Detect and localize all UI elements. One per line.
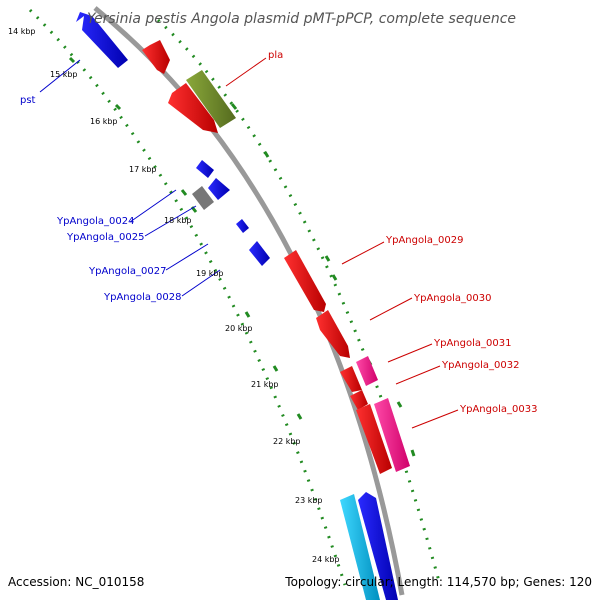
tick-17kbp: 17 kbp [129,165,157,174]
tick-15kbp: 15 kbp [50,70,78,79]
label-pla[interactable]: pla [268,50,283,61]
gene-ypangola-0031[interactable] [356,356,378,386]
gene-pla[interactable] [186,70,236,128]
tick-16kbp: 16 kbp [90,117,118,126]
gene-cyan-23kbp[interactable] [340,494,380,600]
inner-gc-dotted-track [28,8,347,586]
map-title: Yersinia pestis Angola plasmid pMT-pPCP,… [87,11,516,27]
tick-23kbp: 23 kbp [295,496,323,505]
gene-ypangola-0027[interactable] [236,219,249,233]
label-ypangola-0033[interactable]: YpAngola_0033 [459,404,537,415]
tick-14kbp: 14 kbp [8,27,36,36]
gene-labels: pst YpAngola_0024 YpAngola_0025 YpAngola… [20,50,537,415]
gene-blue-23kbp[interactable] [358,492,398,600]
label-ypangola-0027[interactable]: YpAngola_0027 [88,266,166,277]
gene-ypangola-0024[interactable] [196,160,214,178]
tick-18kbp: 18 kbp [164,216,192,225]
inner-track-marks [68,56,303,420]
tick-21kbp: 21 kbp [251,380,279,389]
gene-ypangola-0028[interactable] [249,241,270,266]
label-ypangola-0028[interactable]: YpAngola_0028 [103,292,181,303]
gene-grey-17kbp[interactable] [192,186,214,210]
label-ypangola-0030[interactable]: YpAngola_0030 [413,293,491,304]
tick-20kbp: 20 kbp [225,324,253,333]
gene-red-16kbp[interactable] [168,83,218,133]
label-ypangola-0025[interactable]: YpAngola_0025 [66,232,144,243]
gene-pst[interactable] [76,12,128,68]
label-ypangola-0029[interactable]: YpAngola_0029 [385,235,463,246]
kbp-ticks: 14 kbp 15 kbp 16 kbp 17 kbp 18 kbp 19 kb… [8,27,340,564]
gene-red-21kbp-b[interactable] [350,390,368,410]
gene-red-21kbp-a[interactable] [340,366,362,392]
accession-text: Accession: NC_010158 [8,575,144,589]
tick-19kbp: 19 kbp [196,269,224,278]
label-ypangola-0024[interactable]: YpAngola_0024 [56,216,134,227]
tick-24kbp: 24 kbp [312,555,340,564]
features [76,12,410,600]
label-pst[interactable]: pst [20,95,36,106]
gene-red-14kbp[interactable] [142,40,170,74]
gene-ypangola-0025[interactable] [208,178,230,200]
leader-lines [39,57,459,429]
gene-ypangola-0033[interactable] [374,398,410,472]
gene-ypangola-0030[interactable] [316,310,350,358]
gene-ypangola-0029[interactable] [284,250,326,312]
tick-22kbp: 22 kbp [273,437,301,446]
label-ypangola-0032[interactable]: YpAngola_0032 [441,360,519,371]
gene-red-22kbp[interactable] [356,404,392,474]
topology-text: Topology: circular; Length: 114,570 bp; … [284,575,592,589]
label-ypangola-0031[interactable]: YpAngola_0031 [433,338,511,349]
